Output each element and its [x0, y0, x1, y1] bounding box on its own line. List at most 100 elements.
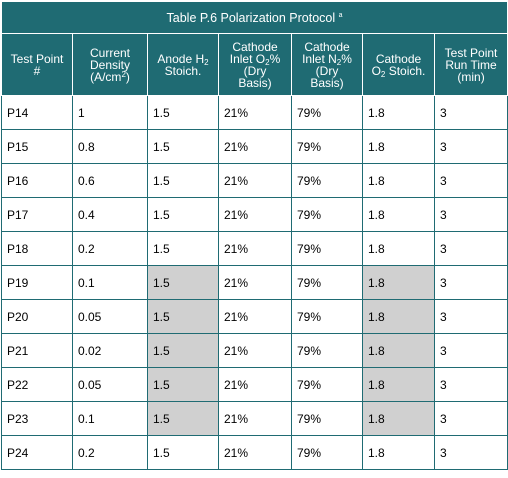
table-cell: 3 — [433, 367, 508, 402]
column-header-text: Test Point — [10, 51, 64, 66]
column-header-line: Test Point — [4, 53, 70, 65]
table-cell: 1.8 — [362, 197, 435, 232]
table-row: P18 0.2 1.5 21% 79% 1.8 3 — [1, 231, 508, 266]
table-cell: P14 — [1, 95, 73, 130]
table-title: Table P.6 Polarization Protocol a — [0, 1, 508, 34]
column-header-line: Inlet N2% — [294, 51, 360, 67]
table-cell: 3 — [433, 231, 508, 266]
column-header-text: Inlet O — [229, 51, 266, 66]
column-header-text: Cathode — [375, 51, 422, 66]
column-header-text: Basis) — [310, 75, 344, 90]
table-cell: 21% — [218, 333, 292, 368]
table-cell: 0.05 — [72, 299, 148, 334]
table-row: P14 1 1.5 21% 79% 1.8 3 — [1, 95, 508, 130]
table-cell: 1.5 — [147, 367, 219, 402]
column-header-line: Cathode — [221, 41, 289, 53]
table-cell: P22 — [1, 367, 73, 402]
table-cell: 21% — [218, 129, 292, 164]
table-cell: 3 — [433, 95, 508, 130]
table-cell: 0.6 — [72, 163, 148, 198]
column-header-line: Test Point — [437, 47, 505, 59]
table-cell: 3 — [433, 401, 508, 436]
table-cell: 1.8 — [362, 435, 435, 470]
table-cell: 1.5 — [147, 265, 219, 300]
table-cell: 79% — [291, 265, 363, 300]
column-header-line: Run Time — [437, 59, 505, 71]
column-header-text: (A/cm — [90, 69, 122, 84]
column-header-text: Basis) — [238, 75, 272, 90]
table-row: P16 0.6 1.5 21% 79% 1.8 3 — [1, 163, 508, 198]
table-cell: 1.5 — [147, 231, 219, 266]
table-cell: 21% — [218, 299, 292, 334]
column-header-text: Density — [89, 57, 130, 72]
table-cell: 3 — [433, 197, 508, 232]
table-cell: 0.2 — [72, 231, 148, 266]
table-cell: 3 — [433, 333, 508, 368]
table-cell: 0.8 — [72, 129, 148, 164]
table-row: P20 0.05 1.5 21% 79% 1.8 3 — [1, 299, 508, 334]
column-header-text: 2 — [204, 57, 209, 67]
column-header: Cathode Inlet N2% (Dry Basis) — [291, 33, 363, 96]
column-header-text: Cathode — [304, 39, 350, 54]
table-cell: 0.1 — [72, 401, 148, 436]
column-header-text: Current — [89, 45, 130, 60]
column-header-line: # — [4, 65, 70, 77]
table-cell: 79% — [291, 435, 363, 470]
table-cell: P19 — [1, 265, 73, 300]
table-cell: 3 — [433, 129, 508, 164]
table-cell: 1.5 — [147, 299, 219, 334]
column-header-line: Cathode — [365, 53, 432, 65]
table-cell: 0.4 — [72, 197, 148, 232]
column-header-text: (Dry — [243, 63, 267, 78]
table-cell: 1.5 — [147, 435, 219, 470]
column-header-line: O2 Stoich. — [365, 65, 432, 79]
table-cell: 1.5 — [147, 163, 219, 198]
table-row: P23 0.1 1.5 21% 79% 1.8 3 — [1, 401, 508, 436]
table-cell: 1.8 — [362, 231, 435, 266]
column-header-text: Test Point — [444, 45, 498, 60]
column-header: Current Density (A/cm2) — [72, 33, 148, 96]
table-cell: 1.8 — [362, 95, 435, 130]
table-cell: 1.5 — [147, 333, 219, 368]
column-header-line: Density — [75, 59, 145, 71]
table-cell: 1.8 — [362, 129, 435, 164]
table-cell: 21% — [218, 231, 292, 266]
table-cell: P16 — [1, 163, 73, 198]
table-cell: 1.8 — [362, 163, 435, 198]
column-header-text: % — [341, 51, 352, 66]
table-title-footnote-marker: a — [338, 11, 343, 19]
table-row: P22 0.05 1.5 21% 79% 1.8 3 — [1, 367, 508, 402]
table-cell: 21% — [218, 401, 292, 436]
column-header: Anode H2 Stoich. — [147, 33, 219, 96]
column-header-line: Cathode — [294, 41, 360, 53]
table-cell: 21% — [218, 95, 292, 130]
column-header-line: Inlet O2% — [221, 51, 289, 67]
table-cell: 79% — [291, 401, 363, 436]
table-cell: P20 — [1, 299, 73, 334]
table-cell: 79% — [291, 231, 363, 266]
column-header-text: 2 — [336, 57, 342, 67]
column-header-text: Stoich. — [164, 63, 202, 78]
column-header-line: Basis) — [221, 77, 289, 89]
table-cell: 0.1 — [72, 265, 148, 300]
column-header-line: Stoich. — [150, 65, 216, 77]
table-cell: 1.5 — [147, 401, 219, 436]
table-cell: 0.02 — [72, 333, 148, 368]
table-cell: 79% — [291, 163, 363, 198]
column-header-line: Current — [75, 47, 145, 59]
table-cell: 21% — [218, 435, 292, 470]
table-cell: 79% — [291, 333, 363, 368]
table-cell: 0.2 — [72, 435, 148, 470]
column-header-text: 2 — [121, 69, 126, 79]
table-cell: 1.8 — [362, 401, 435, 436]
table-cell: 21% — [218, 367, 292, 402]
table-cell: 3 — [433, 299, 508, 334]
table-cell: 1.5 — [147, 95, 219, 130]
table-row: P19 0.1 1.5 21% 79% 1.8 3 — [1, 265, 508, 300]
table-cell: 21% — [218, 265, 292, 300]
table-cell: 1 — [72, 95, 148, 130]
column-header-line: (A/cm2) — [75, 69, 145, 84]
column-header-text: (Dry — [315, 63, 339, 78]
column-header-line: Anode H2 — [150, 53, 216, 67]
